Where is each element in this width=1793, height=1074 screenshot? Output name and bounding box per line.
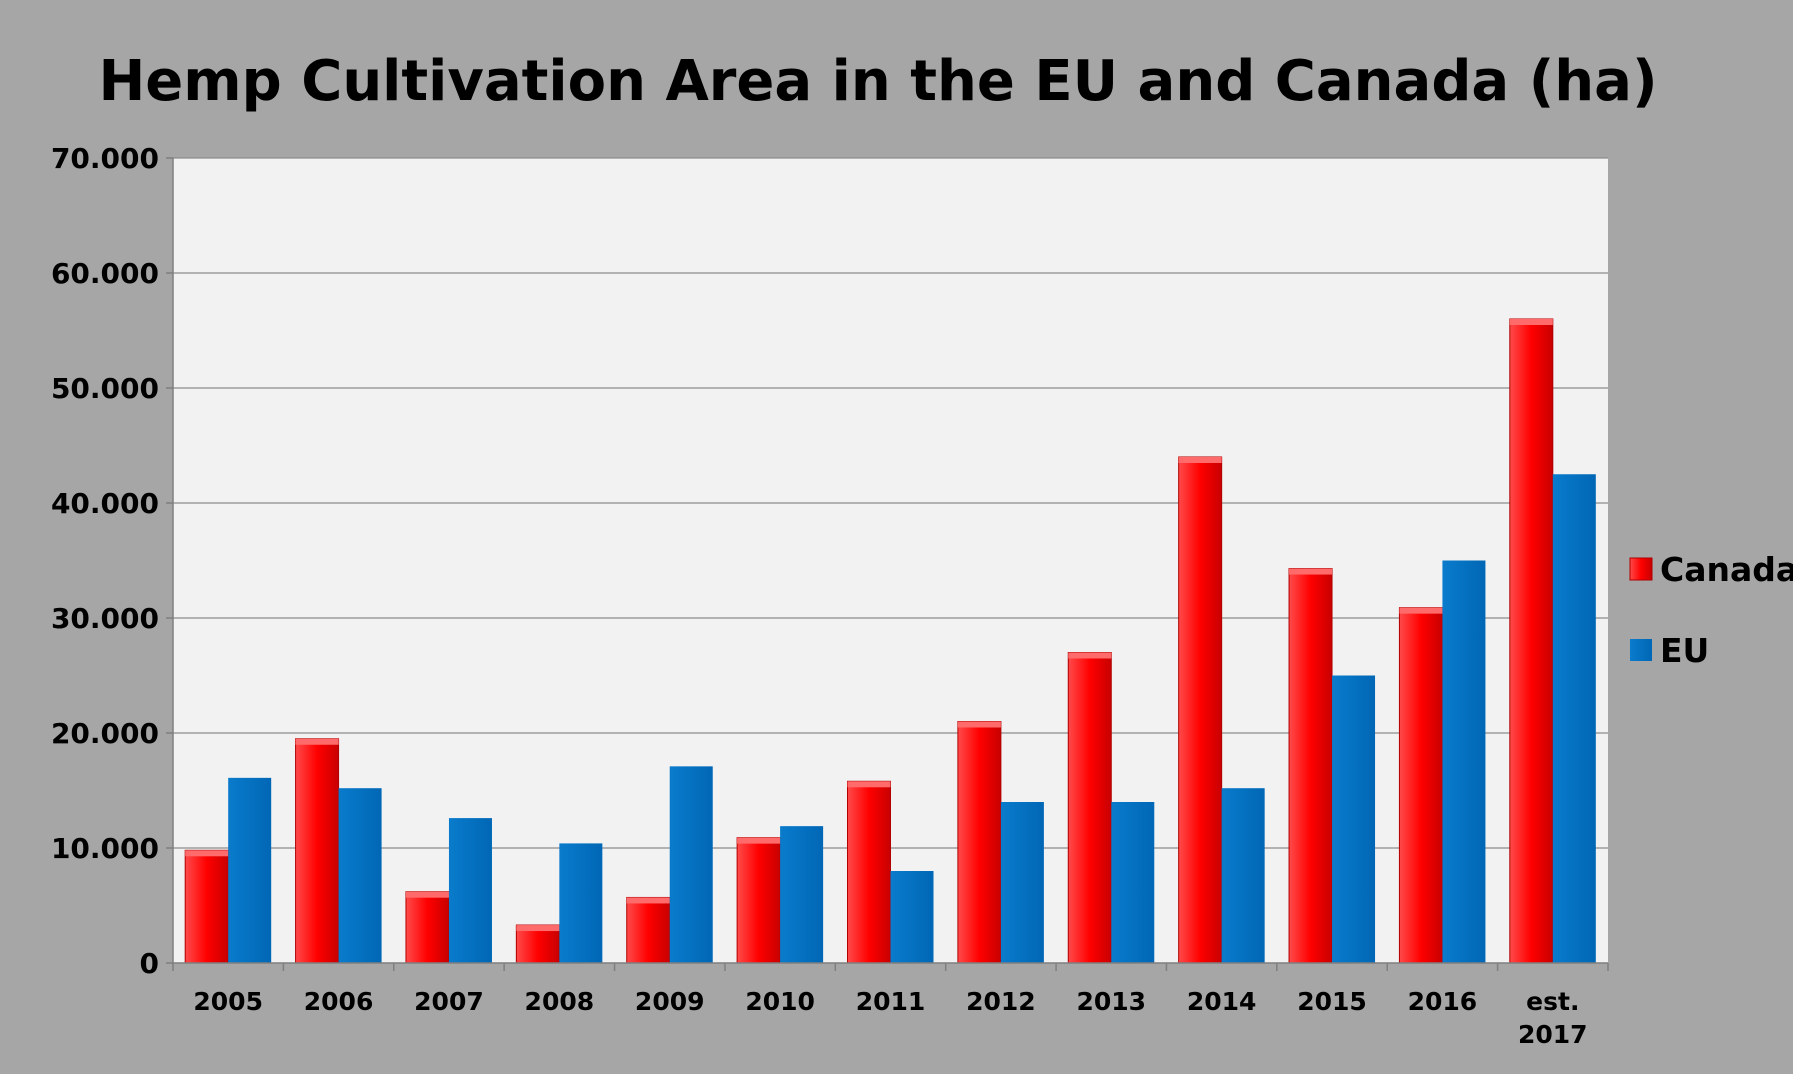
y-tick-label: 0 (140, 947, 159, 980)
x-tick-label: 2012 (966, 987, 1036, 1016)
x-tick-label: 2015 (1297, 987, 1367, 1016)
bar-canada-2010 (736, 837, 781, 964)
bar-canada-2015-highlight (1289, 568, 1333, 575)
bar-canada-2014-highlight (1178, 457, 1222, 463)
x-tick-label: 2005 (193, 987, 263, 1016)
bar-canada-2009 (626, 896, 671, 964)
bar-canada-est-2017 (1509, 318, 1554, 964)
y-tick-label: 30.000 (51, 602, 159, 635)
bar-eu-2011 (890, 871, 934, 963)
bar-eu-2013 (1111, 802, 1155, 963)
bar-canada-2007-highlight (405, 891, 449, 898)
y-tick-label: 40.000 (51, 487, 159, 520)
bar-eu-2007 (448, 818, 492, 963)
bar-canada-2013 (1067, 652, 1112, 964)
bar-canada-2008-highlight (516, 925, 560, 932)
legend-swatch-canada (1629, 557, 1653, 581)
bar-canada-2014 (1178, 456, 1223, 964)
bar-canada-2006-highlight (295, 738, 339, 745)
legend: Canada EU (1629, 550, 1793, 670)
x-axis-tick-labels: 2005 2006 2007 2008 2009 2010 2011 2012 2013 2014… (193, 987, 1587, 1049)
y-tick-label: 10.000 (51, 832, 159, 865)
x-tick-label: 2013 (1076, 987, 1146, 1016)
y-tick-label: 70.000 (51, 142, 159, 175)
bar-canada-2016-highlight (1399, 607, 1443, 614)
legend-label-canada: Canada (1660, 550, 1793, 589)
bar-canada-2009-highlight (626, 897, 670, 904)
bar-eu-est-2017 (1552, 474, 1596, 963)
x-tick-label: 2010 (745, 987, 815, 1016)
x-tick-label: 2008 (525, 987, 595, 1016)
x-tick-label: est. 2017 (1518, 987, 1588, 1049)
bar-eu-2009 (669, 766, 713, 963)
bar-eu-2005 (228, 777, 272, 963)
bar-canada-2012-highlight (957, 721, 1001, 728)
bar-canada-2010-highlight (737, 837, 781, 844)
y-axis-tick-labels: 0 10.000 20.000 30.000 40.000 50.000 60.000 70.… (51, 142, 159, 980)
bar-canada-est-2017-highlight (1509, 319, 1553, 325)
x-tick-label: 2011 (856, 987, 926, 1016)
x-tick-label: 2009 (635, 987, 705, 1016)
legend-label-eu: EU (1660, 631, 1709, 670)
bar-canada-2015 (1288, 568, 1333, 964)
bar-canada-2006 (295, 738, 340, 964)
bar-canada-2011-highlight (847, 781, 891, 788)
bar-canada-2012 (957, 721, 1002, 964)
bar-canada-2016 (1398, 607, 1443, 964)
bar-eu-2010 (780, 826, 824, 963)
y-tick-label: 50.000 (51, 372, 159, 405)
bar-eu-2012 (1000, 802, 1044, 963)
y-tick-label: 20.000 (51, 717, 159, 750)
x-tick-label: 2014 (1187, 987, 1257, 1016)
bar-canada-2011 (847, 780, 891, 964)
chart-title: Hemp Cultivation Area in the EU and Cana… (98, 49, 1657, 114)
bar-canada-2007 (405, 891, 450, 964)
bar-eu-2014 (1221, 788, 1265, 963)
bar-canada-2013-highlight (1068, 652, 1112, 659)
x-tick-label: 2007 (414, 987, 484, 1016)
legend-swatch-eu (1630, 639, 1652, 661)
bars (184, 318, 1596, 964)
bar-eu-2006 (338, 788, 382, 963)
gridlines (173, 157, 1608, 849)
x-tick-label: 2016 (1408, 987, 1478, 1016)
x-tick-label: 2006 (304, 987, 374, 1016)
bar-eu-2016 (1442, 560, 1486, 963)
y-tick-label: 60.000 (51, 257, 159, 290)
bar-eu-2008 (559, 843, 603, 963)
axes (166, 157, 1609, 971)
bar-canada-2005-highlight (185, 850, 229, 857)
bar-eu-2015 (1332, 675, 1376, 963)
bar-canada-2005 (184, 849, 229, 964)
